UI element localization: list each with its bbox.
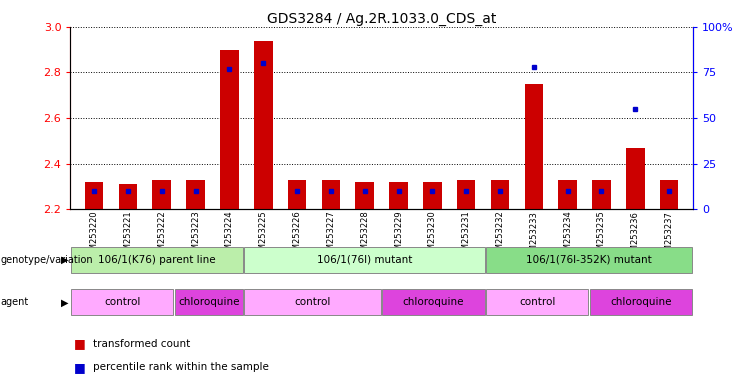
Bar — [486, 247, 692, 273]
Bar — [559, 180, 577, 209]
Text: control: control — [104, 297, 141, 307]
Bar — [119, 184, 137, 209]
Text: 106/1(76I) mutant: 106/1(76I) mutant — [316, 255, 412, 265]
Bar — [592, 180, 611, 209]
Text: 106/1(K76) parent line: 106/1(K76) parent line — [98, 255, 216, 265]
Bar — [71, 290, 173, 315]
Bar — [457, 180, 476, 209]
Bar — [220, 50, 239, 209]
Bar — [244, 247, 485, 273]
Bar — [356, 182, 374, 209]
Text: chloroquine: chloroquine — [178, 297, 239, 307]
Text: 106/1(76I-352K) mutant: 106/1(76I-352K) mutant — [526, 255, 652, 265]
Text: chloroquine: chloroquine — [403, 297, 464, 307]
Text: ■: ■ — [74, 361, 86, 374]
Text: ■: ■ — [74, 337, 86, 350]
Bar — [382, 290, 485, 315]
Text: ▶: ▶ — [61, 255, 68, 265]
Bar — [525, 84, 543, 209]
Bar — [486, 290, 588, 315]
Text: chloroquine: chloroquine — [611, 297, 671, 307]
Bar — [175, 290, 242, 315]
Title: GDS3284 / Ag.2R.1033.0_CDS_at: GDS3284 / Ag.2R.1033.0_CDS_at — [267, 12, 496, 26]
Bar — [590, 290, 692, 315]
Text: control: control — [294, 297, 330, 307]
Bar — [389, 182, 408, 209]
Text: ▶: ▶ — [61, 297, 68, 308]
Text: control: control — [519, 297, 556, 307]
Text: percentile rank within the sample: percentile rank within the sample — [93, 362, 268, 372]
Bar — [491, 180, 509, 209]
Bar — [659, 180, 679, 209]
Text: transformed count: transformed count — [93, 339, 190, 349]
Bar — [288, 180, 306, 209]
Text: agent: agent — [1, 297, 29, 308]
Bar — [626, 148, 645, 209]
Bar — [254, 41, 273, 209]
Bar — [153, 180, 171, 209]
Bar — [71, 247, 242, 273]
Bar — [322, 180, 340, 209]
Bar — [84, 182, 104, 209]
Bar — [186, 180, 205, 209]
Text: genotype/variation: genotype/variation — [1, 255, 93, 265]
Bar — [423, 182, 442, 209]
Bar — [244, 290, 381, 315]
